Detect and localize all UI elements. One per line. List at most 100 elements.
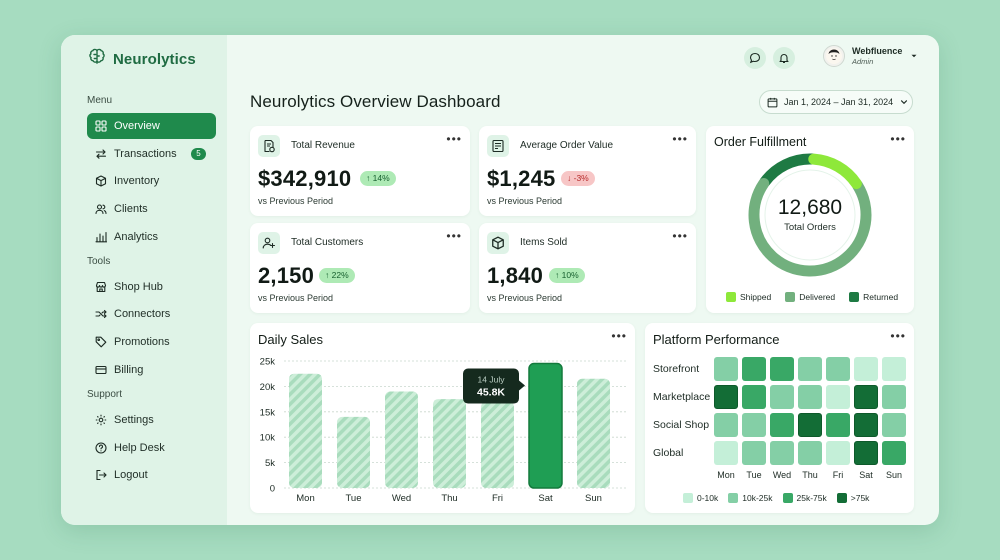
more-options-button[interactable]: •••: [446, 132, 462, 146]
heatmap-cell[interactable]: [826, 385, 850, 409]
sidebar-item-settings[interactable]: Settings: [87, 407, 216, 433]
brand[interactable]: Neurolytics: [87, 48, 217, 69]
sidebar-item-help-desk[interactable]: Help Desk: [87, 435, 216, 461]
heatmap-cell[interactable]: [882, 357, 906, 381]
heatmap-cell[interactable]: [742, 385, 766, 409]
sidebar-item-promotions[interactable]: Promotions: [87, 329, 216, 355]
box-icon: [95, 175, 107, 187]
main-content: Webfluence Admin Neurolytics Overview Da…: [227, 35, 939, 525]
heatmap-cell[interactable]: [770, 441, 794, 465]
kpi-card-items-sold: Items Sold ••• 1,840 ↑ 10% vs Previous P…: [479, 223, 696, 313]
heatmap-cell[interactable]: [826, 357, 850, 381]
legend-swatch: [849, 292, 860, 302]
bar-wed[interactable]: [385, 391, 418, 488]
sidebar-item-label: Transactions: [114, 147, 177, 160]
legend-label: 0-10k: [697, 493, 719, 503]
more-options-button[interactable]: •••: [611, 329, 627, 343]
heatmap-cell[interactable]: [770, 413, 794, 437]
heatmap-cell[interactable]: [798, 441, 822, 465]
heatmap-cell[interactable]: [742, 357, 766, 381]
more-options-button[interactable]: •••: [672, 132, 688, 146]
legend-swatch: [728, 493, 739, 503]
legend-swatch: [683, 493, 693, 503]
user-menu[interactable]: Webfluence Admin: [823, 45, 919, 67]
user-add-icon: [258, 232, 280, 254]
legend-swatch: [782, 493, 793, 503]
sidebar-item-label: Inventory: [114, 175, 160, 188]
heatmap-cell[interactable]: [714, 357, 738, 381]
donut-segment-delivered[interactable]: [748, 177, 872, 277]
sidebar-item-billing[interactable]: Billing: [87, 357, 216, 383]
x-tick-label: Sat: [538, 493, 553, 504]
store-icon: [95, 281, 107, 292]
user-name: Webfluence: [852, 45, 903, 56]
heatmap-cell[interactable]: [854, 385, 878, 409]
bar-mon[interactable]: [289, 373, 322, 488]
bar-sat[interactable]: [528, 362, 563, 489]
bar-fri[interactable]: [481, 401, 514, 488]
nav-menu: Overview Transactions 5 Inventory Client…: [87, 113, 217, 250]
bar-sun[interactable]: [577, 378, 610, 488]
heatmap-cell[interactable]: [826, 413, 850, 437]
bar-tue[interactable]: [337, 416, 370, 488]
heatmap-cell[interactable]: [798, 385, 822, 409]
kpi-title: Total Revenue: [291, 140, 355, 151]
heatmap-day-label: Thu: [802, 470, 818, 480]
help-icon: [95, 441, 107, 454]
sidebar-item-overview[interactable]: Overview: [87, 113, 216, 139]
bar-thu[interactable]: [433, 399, 466, 488]
heatmap-row-label: Marketplace: [653, 391, 711, 403]
chat-button[interactable]: [744, 47, 766, 69]
donut-segment-returned[interactable]: [759, 153, 818, 188]
heatmap-cell[interactable]: [882, 385, 906, 409]
platform-performance-card: Platform Performance ••• Storefront Marke…: [645, 323, 914, 513]
heatmap-cell[interactable]: [882, 413, 906, 437]
app-window: Neurolytics Menu Overview Transactions 5…: [61, 35, 939, 525]
donut-segment-shipped[interactable]: [808, 153, 862, 190]
heatmap-cell[interactable]: [882, 441, 906, 465]
kpi-comparison-label: vs Previous Period: [258, 293, 334, 303]
heatmap-cell[interactable]: [798, 413, 822, 437]
more-options-button[interactable]: •••: [672, 229, 688, 243]
more-options-button[interactable]: •••: [890, 132, 906, 146]
page-title: Neurolytics Overview Dashboard: [250, 92, 501, 111]
heatmap-cell[interactable]: [826, 441, 850, 465]
heatmap-cell[interactable]: [854, 441, 878, 465]
more-options-button[interactable]: •••: [890, 329, 906, 343]
heatmap-cell[interactable]: [770, 357, 794, 381]
sidebar-item-logout[interactable]: Logout: [87, 462, 216, 488]
invoice-icon: [487, 135, 509, 157]
heatmap-cell[interactable]: [742, 413, 766, 437]
sidebar-item-shop-hub[interactable]: Shop Hub: [87, 274, 216, 300]
kpi-value: $342,910: [258, 166, 352, 191]
legend-label: Delivered: [799, 292, 836, 302]
sidebar-item-label: Overview: [114, 120, 160, 132]
heatmap-cell[interactable]: [714, 413, 738, 437]
heatmap-cell[interactable]: [714, 385, 738, 409]
kpi-value: 1,840: [487, 263, 544, 288]
heatmap-cell[interactable]: [742, 441, 766, 465]
x-tick-label: Sun: [585, 493, 602, 504]
notifications-button[interactable]: [773, 47, 795, 69]
heatmap-cell[interactable]: [798, 357, 822, 381]
heatmap-row-label: Storefront: [653, 363, 700, 375]
sidebar-item-label: Promotions: [114, 336, 170, 349]
sidebar-item-connectors[interactable]: Connectors: [87, 301, 216, 327]
sidebar-item-analytics[interactable]: Analytics: [87, 224, 216, 250]
heatmap-cell[interactable]: [714, 441, 738, 465]
sidebar-item-clients[interactable]: Clients: [87, 196, 216, 222]
bell-icon: [779, 54, 789, 64]
legend-swatch: [785, 292, 796, 302]
heatmap-cell[interactable]: [770, 385, 794, 409]
date-range-picker[interactable]: Jan 1, 2024 – Jan 31, 2024: [759, 90, 913, 114]
sidebar-item-transactions[interactable]: Transactions 5: [87, 141, 216, 167]
nav-support: Settings Help Desk Logout: [87, 407, 217, 488]
sidebar-item-label: Clients: [114, 203, 148, 216]
chat-icon: [749, 52, 761, 64]
kpi-value: $1,245: [487, 166, 556, 191]
sidebar-item-inventory[interactable]: Inventory: [87, 168, 216, 194]
section-label-support: Support: [87, 388, 123, 400]
heatmap-cell[interactable]: [854, 357, 878, 381]
heatmap-cell[interactable]: [854, 413, 878, 437]
more-options-button[interactable]: •••: [446, 229, 462, 243]
